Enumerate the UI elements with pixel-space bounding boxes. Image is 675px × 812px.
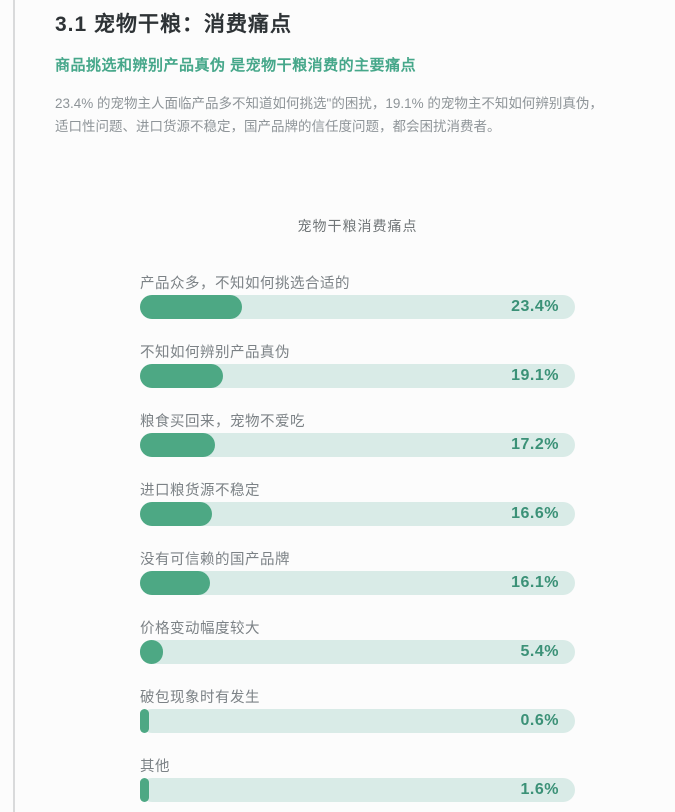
chart-title: 宠物干粮消费痛点 bbox=[297, 218, 418, 234]
bar-value-label: 1.6% bbox=[520, 781, 559, 798]
bar-value-label: 0.6% bbox=[520, 712, 559, 729]
bar-fill bbox=[140, 571, 211, 595]
bar-row: 其他 1.6% bbox=[140, 755, 575, 802]
bar-track: 0.6% bbox=[140, 709, 575, 733]
body-line-1: 23.4% 的宠物主人面临产品多不知道如何挑选"的困扰，19.1% 的宠物主不知… bbox=[55, 96, 603, 111]
bar-fill bbox=[140, 778, 149, 802]
bar-fill bbox=[140, 709, 149, 733]
bar-category-label: 破包现象时有发生 bbox=[140, 690, 260, 706]
body-paragraph: 23.4% 的宠物主人面临产品多不知道如何挑选"的困扰，19.1% 的宠物主不知… bbox=[55, 92, 603, 138]
page-edge-line bbox=[13, 0, 15, 812]
bar-value-label: 5.4% bbox=[520, 643, 559, 660]
bar-category-label: 价格变动幅度较大 bbox=[140, 621, 260, 637]
bar-row: 粮食买回来，宠物不爱吃 17.2% bbox=[140, 410, 575, 457]
bar-row: 不知如何辨别产品真伪 19.1% bbox=[140, 341, 575, 388]
bar-value-label: 17.2% bbox=[511, 436, 559, 453]
bar-track: 23.4% bbox=[140, 295, 575, 319]
bar-category-label: 其他 bbox=[140, 759, 170, 775]
bar-category-label: 不知如何辨别产品真伪 bbox=[140, 345, 290, 361]
bar-category-label: 粮食买回来，宠物不爱吃 bbox=[140, 414, 305, 430]
bar-track: 1.6% bbox=[140, 778, 575, 802]
bar-row: 产品众多，不知如何挑选合适的 23.4% bbox=[140, 272, 575, 319]
bar-category-label: 产品众多，不知如何挑选合适的 bbox=[140, 276, 350, 292]
section-title: 3.1 宠物干粮：消费痛点 bbox=[55, 13, 293, 36]
bar-value-label: 23.4% bbox=[511, 298, 559, 315]
bar-fill bbox=[140, 502, 213, 526]
bar-row: 价格变动幅度较大 5.4% bbox=[140, 617, 575, 664]
bar-row: 进口粮货源不稳定 16.6% bbox=[140, 479, 575, 526]
bar-fill bbox=[140, 364, 224, 388]
bar-category-label: 没有可信赖的国产品牌 bbox=[140, 552, 290, 568]
bar-fill bbox=[140, 295, 242, 319]
bar-value-label: 19.1% bbox=[511, 367, 559, 384]
section-subtitle: 商品挑选和辨别产品真伪 是宠物干粮消费的主要痛点 bbox=[55, 57, 417, 74]
bar-category-label: 进口粮货源不稳定 bbox=[140, 483, 260, 499]
body-line-2: 适口性问题、进口货源不稳定，国产品牌的信任度问题，都会困扰消费者。 bbox=[55, 119, 501, 134]
bar-fill bbox=[140, 640, 164, 664]
bar-track: 5.4% bbox=[140, 640, 575, 664]
bar-row: 破包现象时有发生 0.6% bbox=[140, 686, 575, 733]
bar-track: 19.1% bbox=[140, 364, 575, 388]
bar-fill bbox=[140, 433, 215, 457]
bar-row: 没有可信赖的国产品牌 16.1% bbox=[140, 548, 575, 595]
bar-track: 16.6% bbox=[140, 502, 575, 526]
bar-value-label: 16.6% bbox=[511, 505, 559, 522]
bar-track: 16.1% bbox=[140, 571, 575, 595]
bar-track: 17.2% bbox=[140, 433, 575, 457]
bar-value-label: 16.1% bbox=[511, 574, 559, 591]
